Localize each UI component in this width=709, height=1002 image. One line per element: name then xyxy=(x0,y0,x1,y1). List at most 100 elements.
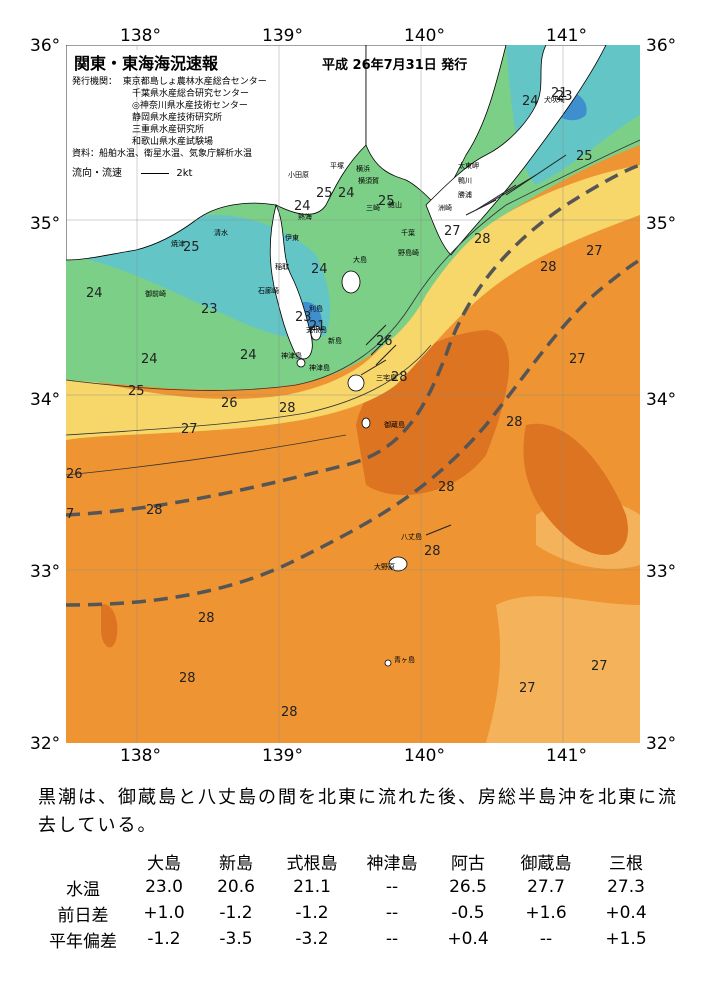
place-label-toshima: 利島 xyxy=(309,304,323,313)
island-kozushima xyxy=(296,358,306,368)
table-cell: -- xyxy=(385,877,399,897)
table-cell: 21.1 xyxy=(293,877,331,897)
island-oshima xyxy=(341,270,361,294)
isotherm-label: 28 xyxy=(146,503,163,518)
table-cell: -3.2 xyxy=(295,929,329,949)
table-col-header: 式根島 xyxy=(286,853,338,874)
table-cell: +1.5 xyxy=(605,929,647,949)
kuroshio-axis-lines xyxy=(66,163,640,607)
lat-label-left-33: 33° xyxy=(30,562,61,582)
table-row: 前日差 +1.0 -1.2 -1.2 -- -0.5 +1.6 +0.4 xyxy=(38,900,664,926)
isotherm-label: 24 xyxy=(522,94,539,109)
isotherm-label: 25 xyxy=(316,186,333,201)
isotherm-label: 27 xyxy=(181,422,198,437)
izu-peninsula-land xyxy=(269,203,313,360)
lon-label-bottom-140: 140° xyxy=(404,746,445,766)
row-label: 平年偏差 xyxy=(49,931,117,952)
isotherm-label: 23 xyxy=(556,89,573,104)
issuer-info: 発行機関： 東京都島しょ農林水産総合センター 千葉県水産総合研究センター ◎神奈… xyxy=(72,76,267,180)
place-label-tateyama: 館山 xyxy=(388,200,402,209)
warm-core-west xyxy=(101,604,118,648)
isotherm-label: 28 xyxy=(198,611,215,626)
isotherm-label: 26 xyxy=(376,334,393,349)
lat-label-left-36: 36° xyxy=(30,36,61,56)
place-label-hiratsuka: 平塚 xyxy=(330,161,344,170)
place-label-mikura: 御蔵島 xyxy=(384,420,405,429)
isotherm-label: 24 xyxy=(294,199,311,214)
place-label-omaezaki: 御前崎 xyxy=(145,289,166,298)
place-label-misaki: 三崎 xyxy=(366,203,380,212)
lat-label-right-36: 36° xyxy=(646,36,677,56)
warm-core-east xyxy=(523,423,628,555)
island-niijima xyxy=(310,325,322,341)
isotherm-label: 28 xyxy=(438,480,455,495)
table-row: 平年偏差 -1.2 -3.5 -3.2 -- +0.4 -- +1.5 xyxy=(38,926,664,952)
lat-label-right-35: 35° xyxy=(646,214,677,234)
island-aogashima xyxy=(384,659,392,667)
issuer-item: 千葉県水産総合研究センター xyxy=(132,89,250,99)
place-label-odawara: 小田原 xyxy=(288,170,309,179)
table-cell: +1.0 xyxy=(143,903,185,923)
table-cell: -1.2 xyxy=(295,903,329,923)
lat-label-right-32: 32° xyxy=(646,734,677,754)
isotherm-label: 23 xyxy=(201,302,218,317)
place-label-yokohama: 横浜 xyxy=(356,164,370,173)
isotherm-label: 25 xyxy=(183,240,200,255)
lat-label-left-35: 35° xyxy=(30,214,61,234)
issuer-label: 発行機関： xyxy=(72,77,118,87)
place-label-onohara: 大野原 xyxy=(374,562,395,571)
isotherm-label: 28 xyxy=(279,401,296,416)
place-label-aogashima: 青ヶ島 xyxy=(394,655,415,664)
lon-label-top-138: 138° xyxy=(120,26,161,46)
place-label-shimizu: 清水 xyxy=(214,228,228,237)
place-label-inubo: 犬吠埼 xyxy=(544,95,565,104)
table-cell: +0.4 xyxy=(447,929,489,949)
isotherm-label: 21 xyxy=(551,86,568,101)
place-label-atami: 熱海 xyxy=(298,212,312,221)
place-label-katsuura: 勝浦 xyxy=(458,190,472,199)
place-label-kozushima: 神津島 xyxy=(281,351,302,360)
table-col-header: 阿古 xyxy=(451,853,485,874)
table-cell: 20.6 xyxy=(217,877,255,897)
island-hachijo xyxy=(388,556,408,572)
table-cell: 26.5 xyxy=(449,877,487,897)
lat-label-right-33: 33° xyxy=(646,562,677,582)
place-label-kamogawa: 鴨川 xyxy=(458,176,472,185)
place-label-niijima: 新島 xyxy=(328,336,342,345)
place-label-inatori: 稲取 xyxy=(275,262,289,271)
isotherm-label: 28 xyxy=(474,232,491,247)
lat-label-left-34: 34° xyxy=(30,390,61,410)
isotherm-label: 28 xyxy=(540,260,557,275)
row-label: 水温 xyxy=(66,879,100,900)
place-label-irozaki: 石廊崎 xyxy=(258,286,279,295)
isotherm-label: 24 xyxy=(311,262,328,277)
place-label-suzaki: 洲崎 xyxy=(438,203,452,212)
table-cell: 27.7 xyxy=(527,877,565,897)
lon-label-bottom-139: 139° xyxy=(262,746,303,766)
table-cell: 27.3 xyxy=(607,877,645,897)
table-col-header: 新島 xyxy=(219,853,253,874)
table-cell: -0.5 xyxy=(451,903,485,923)
issuer-item: 和歌山県水産試験場 xyxy=(132,137,214,147)
isotherm-label: 28 xyxy=(179,671,196,686)
isotherm-label: 25 xyxy=(576,149,593,164)
place-label-nojima: 野島崎 xyxy=(398,248,419,257)
place-label-shikine: 式根島 xyxy=(306,325,327,334)
place-label-kozu: 神津島 xyxy=(309,363,330,372)
current-legend-arrow-icon xyxy=(141,172,170,174)
isotherm-label: 21 xyxy=(309,319,326,334)
place-label-miyake: 三宅島 xyxy=(376,373,397,382)
table-col-header: 神津島 xyxy=(366,853,418,874)
transition-zone xyxy=(66,165,640,440)
table-cell: +0.4 xyxy=(605,903,647,923)
lon-label-top-140: 140° xyxy=(404,26,445,46)
place-label-group: 大島 御蔵島 八丈島 青ヶ島 犬吠埼 太東岬 勝浦 館山 千葉 横浜 横須賀 三… xyxy=(145,95,565,664)
observation-table: 大島 新島 式根島 神津島 阿古 御蔵島 三根 水温 23.0 20.6 21.… xyxy=(38,848,664,952)
isotherm-label: 7 xyxy=(66,507,74,522)
lon-label-bottom-138: 138° xyxy=(120,746,161,766)
table-header-row: 大島 新島 式根島 神津島 阿古 御蔵島 三根 xyxy=(38,848,664,874)
place-label-taito: 太東岬 xyxy=(458,161,479,170)
isotherm-label: 27 xyxy=(586,244,603,259)
boso-peninsula-land xyxy=(425,45,607,256)
current-legend-value: 2kt xyxy=(176,168,193,179)
